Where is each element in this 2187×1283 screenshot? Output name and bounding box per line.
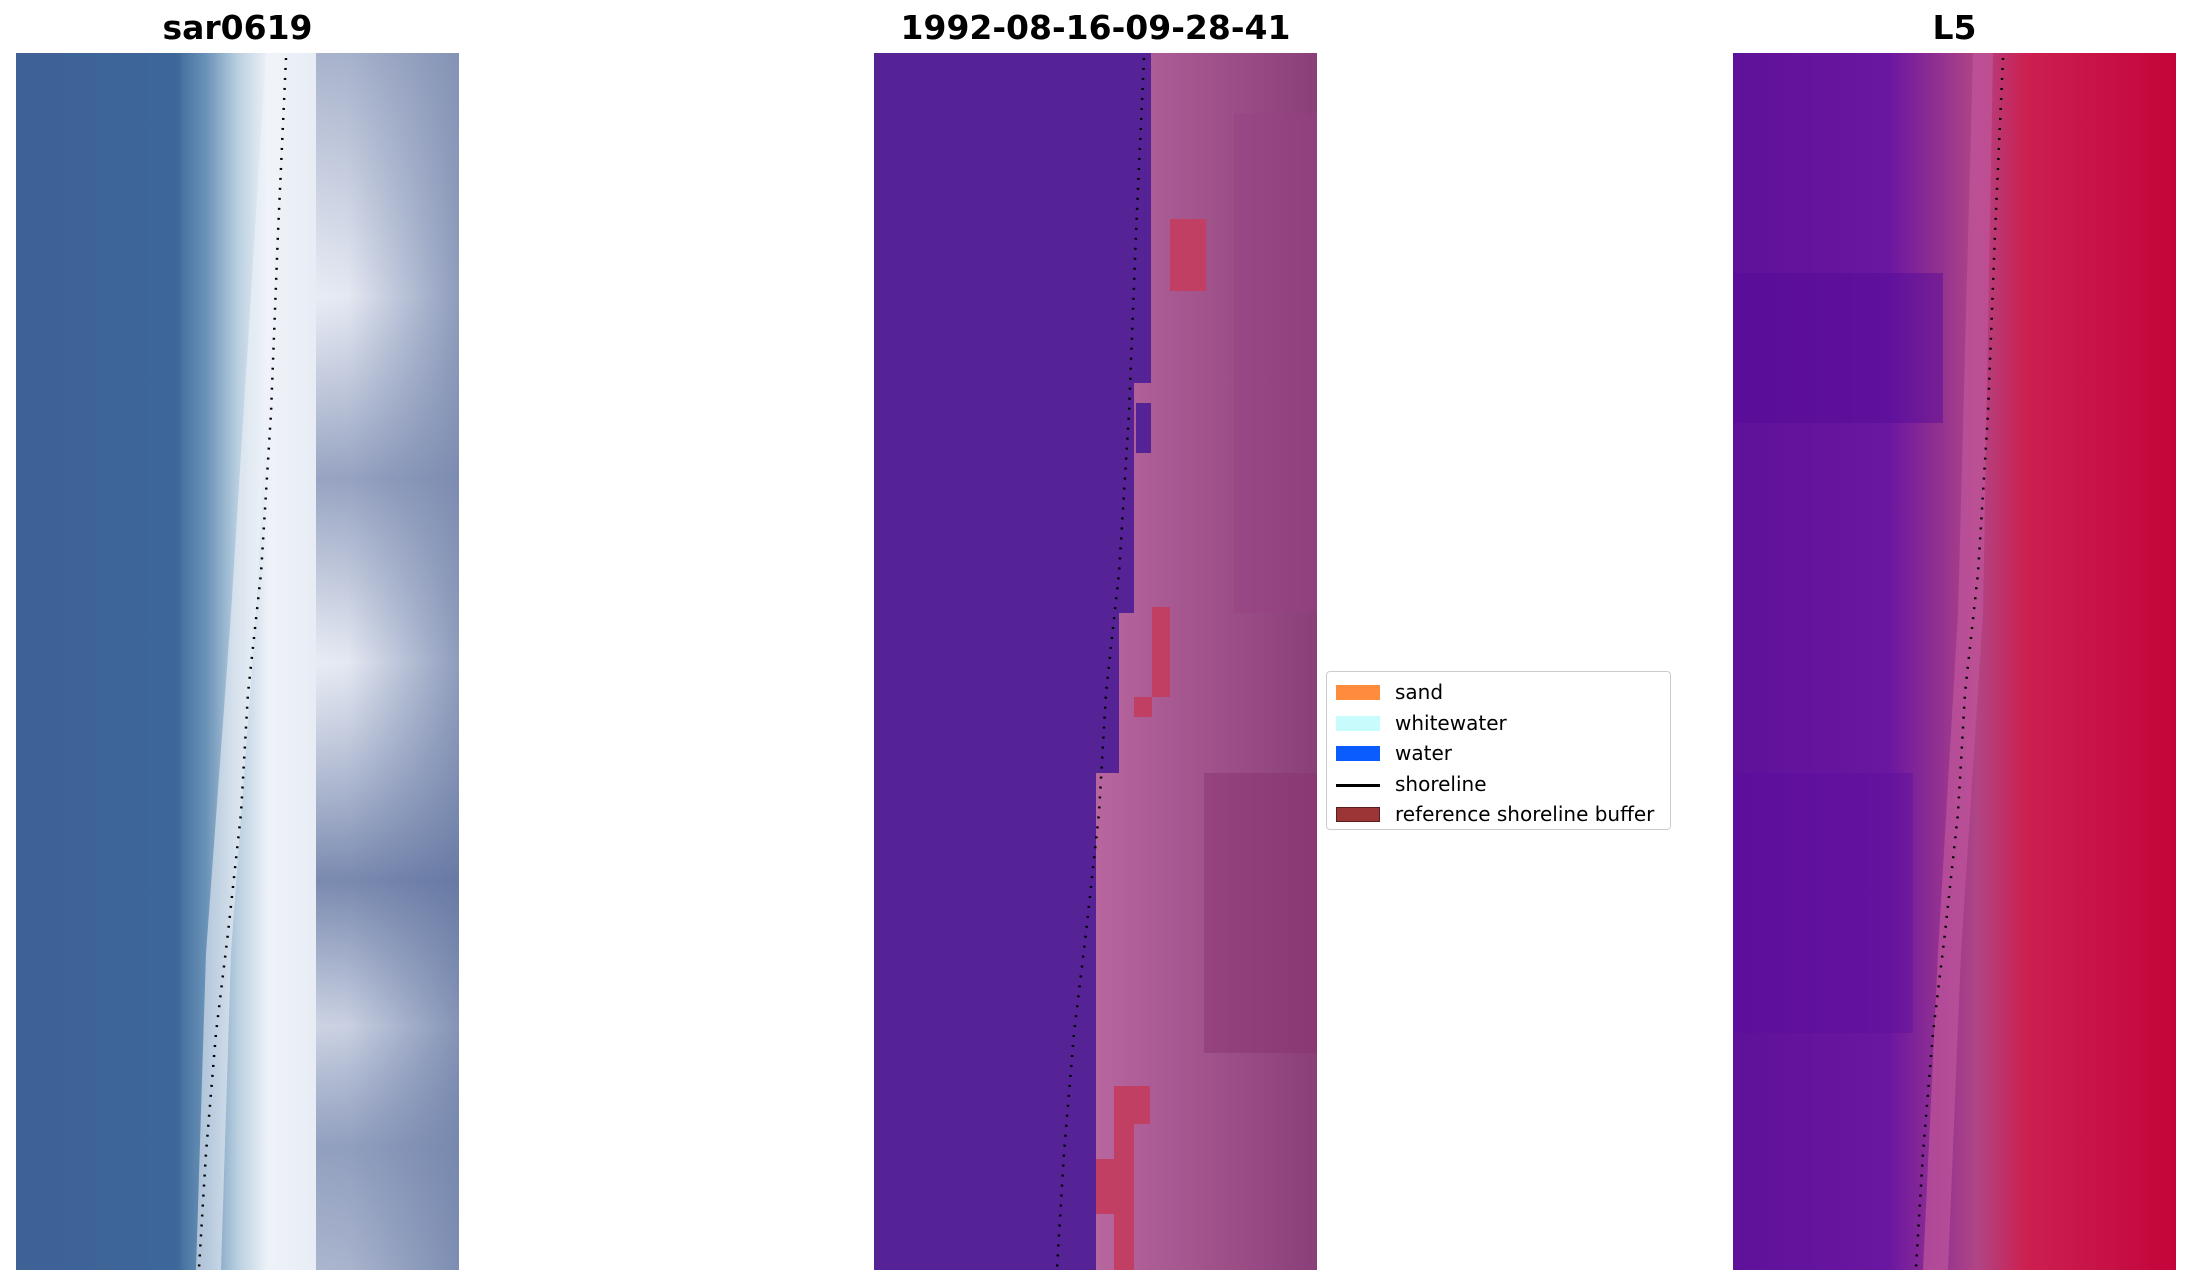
panel-title-index: L5: [1932, 8, 1977, 47]
panel-title-classified: 1992-08-16-09-28-41: [900, 8, 1291, 47]
rgb-image: [16, 53, 459, 1270]
legend-label: water: [1395, 741, 1452, 765]
index-image: [1733, 53, 2176, 1270]
index-image-panel: [1733, 53, 2176, 1270]
shoreline-line-icon: [1336, 783, 1380, 787]
classified-image-panel: [874, 53, 1317, 1270]
sand-swatch: [1336, 685, 1380, 700]
water-swatch: [1336, 746, 1380, 761]
legend-item-sand: sand: [1327, 677, 1670, 708]
legend-item-reference-buffer: reference shoreline buffer: [1327, 799, 1670, 830]
legend-item-water: water: [1327, 738, 1670, 769]
whitewater-swatch: [1336, 715, 1380, 731]
panel-title-rgb: sar0619: [162, 8, 313, 47]
ref-buffer-3: [1114, 1086, 1134, 1270]
legend-item-whitewater: whitewater: [1327, 708, 1670, 739]
ref-buffer-1: [1170, 219, 1206, 291]
legend-item-shoreline: shoreline: [1327, 769, 1670, 800]
legend-label: reference shoreline buffer: [1395, 802, 1655, 826]
legend-label: whitewater: [1395, 710, 1507, 735]
legend: sand whitewater water shoreline referenc…: [1326, 671, 1671, 830]
classified-image: [874, 53, 1317, 1270]
legend-label: sand: [1395, 680, 1444, 704]
ref-buffer-2: [1152, 607, 1170, 697]
rgb-image-panel: [16, 53, 459, 1270]
reference-buffer-swatch: [1336, 807, 1380, 822]
legend-label: shoreline: [1395, 771, 1487, 796]
